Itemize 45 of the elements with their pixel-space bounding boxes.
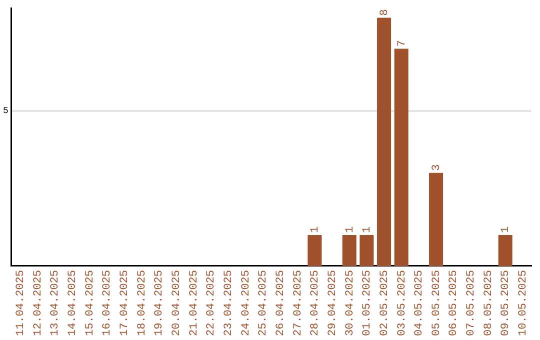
x-tick-label: 14.04.2025 xyxy=(66,270,79,336)
data-label: 1 xyxy=(344,226,356,233)
y-tick-label: 5 xyxy=(2,106,8,116)
x-tick-label: 07.05.2025 xyxy=(466,270,478,336)
x-tick-label: 27.04.2025 xyxy=(292,270,304,336)
bar xyxy=(360,234,374,266)
data-label: 8 xyxy=(378,9,391,16)
x-tick-label: 26.04.2025 xyxy=(274,270,287,336)
x-tick-label: 25.04.2025 xyxy=(258,270,270,336)
data-label: 3 xyxy=(430,164,443,171)
x-tick-label: 02.05.2025 xyxy=(378,270,391,336)
x-tick-label: 23.04.2025 xyxy=(222,270,235,336)
x-tick-label: 19.04.2025 xyxy=(154,270,166,336)
x-tick-label: 06.05.2025 xyxy=(448,270,460,336)
x-tick-label: 20.04.2025 xyxy=(170,270,183,336)
bar xyxy=(342,234,356,266)
x-tick-label: 29.04.2025 xyxy=(326,270,339,336)
x-tick-label: 24.04.2025 xyxy=(240,270,252,336)
x-tick-label: 28.04.2025 xyxy=(310,270,322,336)
bar xyxy=(308,234,322,266)
data-label: 1 xyxy=(500,226,512,233)
x-tick-label: 18.04.2025 xyxy=(136,270,148,336)
x-tick-label: 01.05.2025 xyxy=(362,270,374,336)
x-tick-label: 10.05.2025 xyxy=(518,270,530,336)
x-tick-label: 13.04.2025 xyxy=(50,270,62,336)
x-tick-label: 30.04.2025 xyxy=(344,270,356,336)
x-tick-label: 08.05.2025 xyxy=(482,270,495,336)
bar xyxy=(498,234,512,266)
x-tick-label: 22.04.2025 xyxy=(206,270,218,336)
x-tick-label: 16.04.2025 xyxy=(102,270,114,336)
x-tick-label: 12.04.2025 xyxy=(32,270,44,336)
data-label: 1 xyxy=(310,226,322,233)
x-tick-label: 15.04.2025 xyxy=(84,270,96,336)
data-label: 1 xyxy=(362,226,374,233)
bar xyxy=(394,48,408,266)
data-label: 7 xyxy=(396,40,408,47)
x-tick-label: 21.04.2025 xyxy=(188,270,200,336)
bar xyxy=(377,18,392,266)
x-tick-label: 03.05.2025 xyxy=(396,270,408,336)
bar xyxy=(428,172,444,266)
x-tick-label: 17.04.2025 xyxy=(118,270,131,336)
x-tick-label: 05.05.2025 xyxy=(430,270,443,336)
x-tick-label: 09.05.2025 xyxy=(500,270,512,336)
x-tick-label: 04.05.2025 xyxy=(414,270,426,336)
x-tick-label: 11.04.2025 xyxy=(14,270,27,336)
